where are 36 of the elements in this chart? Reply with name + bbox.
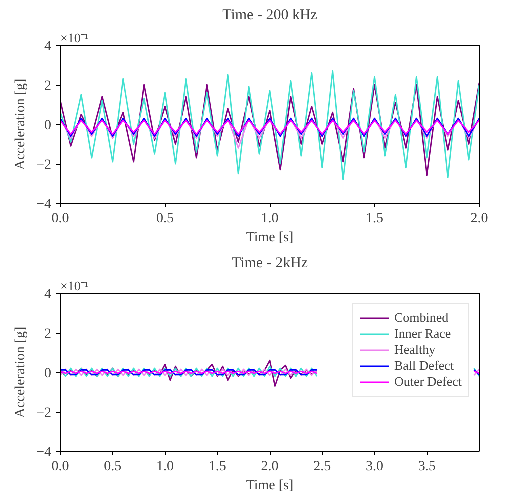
x-tick-label: 0.0 (52, 212, 70, 226)
x-tick-label: 1.5 (366, 212, 384, 226)
y-axis-title: Acceleration [g] (14, 326, 29, 418)
y-tick-label: −2 (36, 158, 52, 173)
x-tick-label: 2.0 (470, 212, 488, 226)
legend-label: Combined (394, 310, 449, 326)
x-tick-label: 1.0 (156, 460, 174, 474)
y-tick-label: 4 (44, 288, 52, 302)
x-tick-label: 1.5 (208, 460, 226, 474)
x-tick-label: 0.5 (104, 460, 122, 474)
chart-title: Time - 2kHz (232, 256, 308, 272)
x-axis-title: Time [s] (246, 478, 294, 494)
y-tick-label: 0 (44, 118, 52, 134)
y-tick-label: 0 (44, 366, 52, 382)
x-tick-label: 2.5 (314, 460, 332, 474)
y-tick-label: −2 (36, 406, 52, 421)
text: ×10⁻¹ (60, 278, 89, 294)
y-tick-label: −4 (36, 446, 52, 460)
y-tick-label: 2 (44, 79, 52, 94)
legend-label: Healthy (394, 342, 436, 358)
y-tick-label: 2 (44, 327, 52, 342)
text: ×10⁻¹ (60, 30, 89, 46)
x-tick-label: 3.0 (366, 460, 384, 474)
y-tick-label: 4 (44, 40, 52, 54)
x-tick-label: 3.5 (418, 460, 436, 474)
x-tick-label: 1.0 (261, 212, 279, 226)
x-tick-label: 0.5 (156, 212, 174, 226)
legend-label: Outer Defect (394, 374, 462, 390)
legend-label: Inner Race (394, 326, 452, 342)
legend-label: Ball Defect (394, 358, 454, 374)
y-axis-title: Acceleration [g] (14, 78, 29, 170)
x-tick-label: 2.0 (261, 460, 279, 474)
x-axis-title: Time [s] (246, 230, 294, 246)
x-tick-label: 0.0 (52, 460, 70, 474)
y-tick-label: −4 (36, 198, 52, 212)
chart-title: Time - 200 kHz (222, 8, 318, 24)
